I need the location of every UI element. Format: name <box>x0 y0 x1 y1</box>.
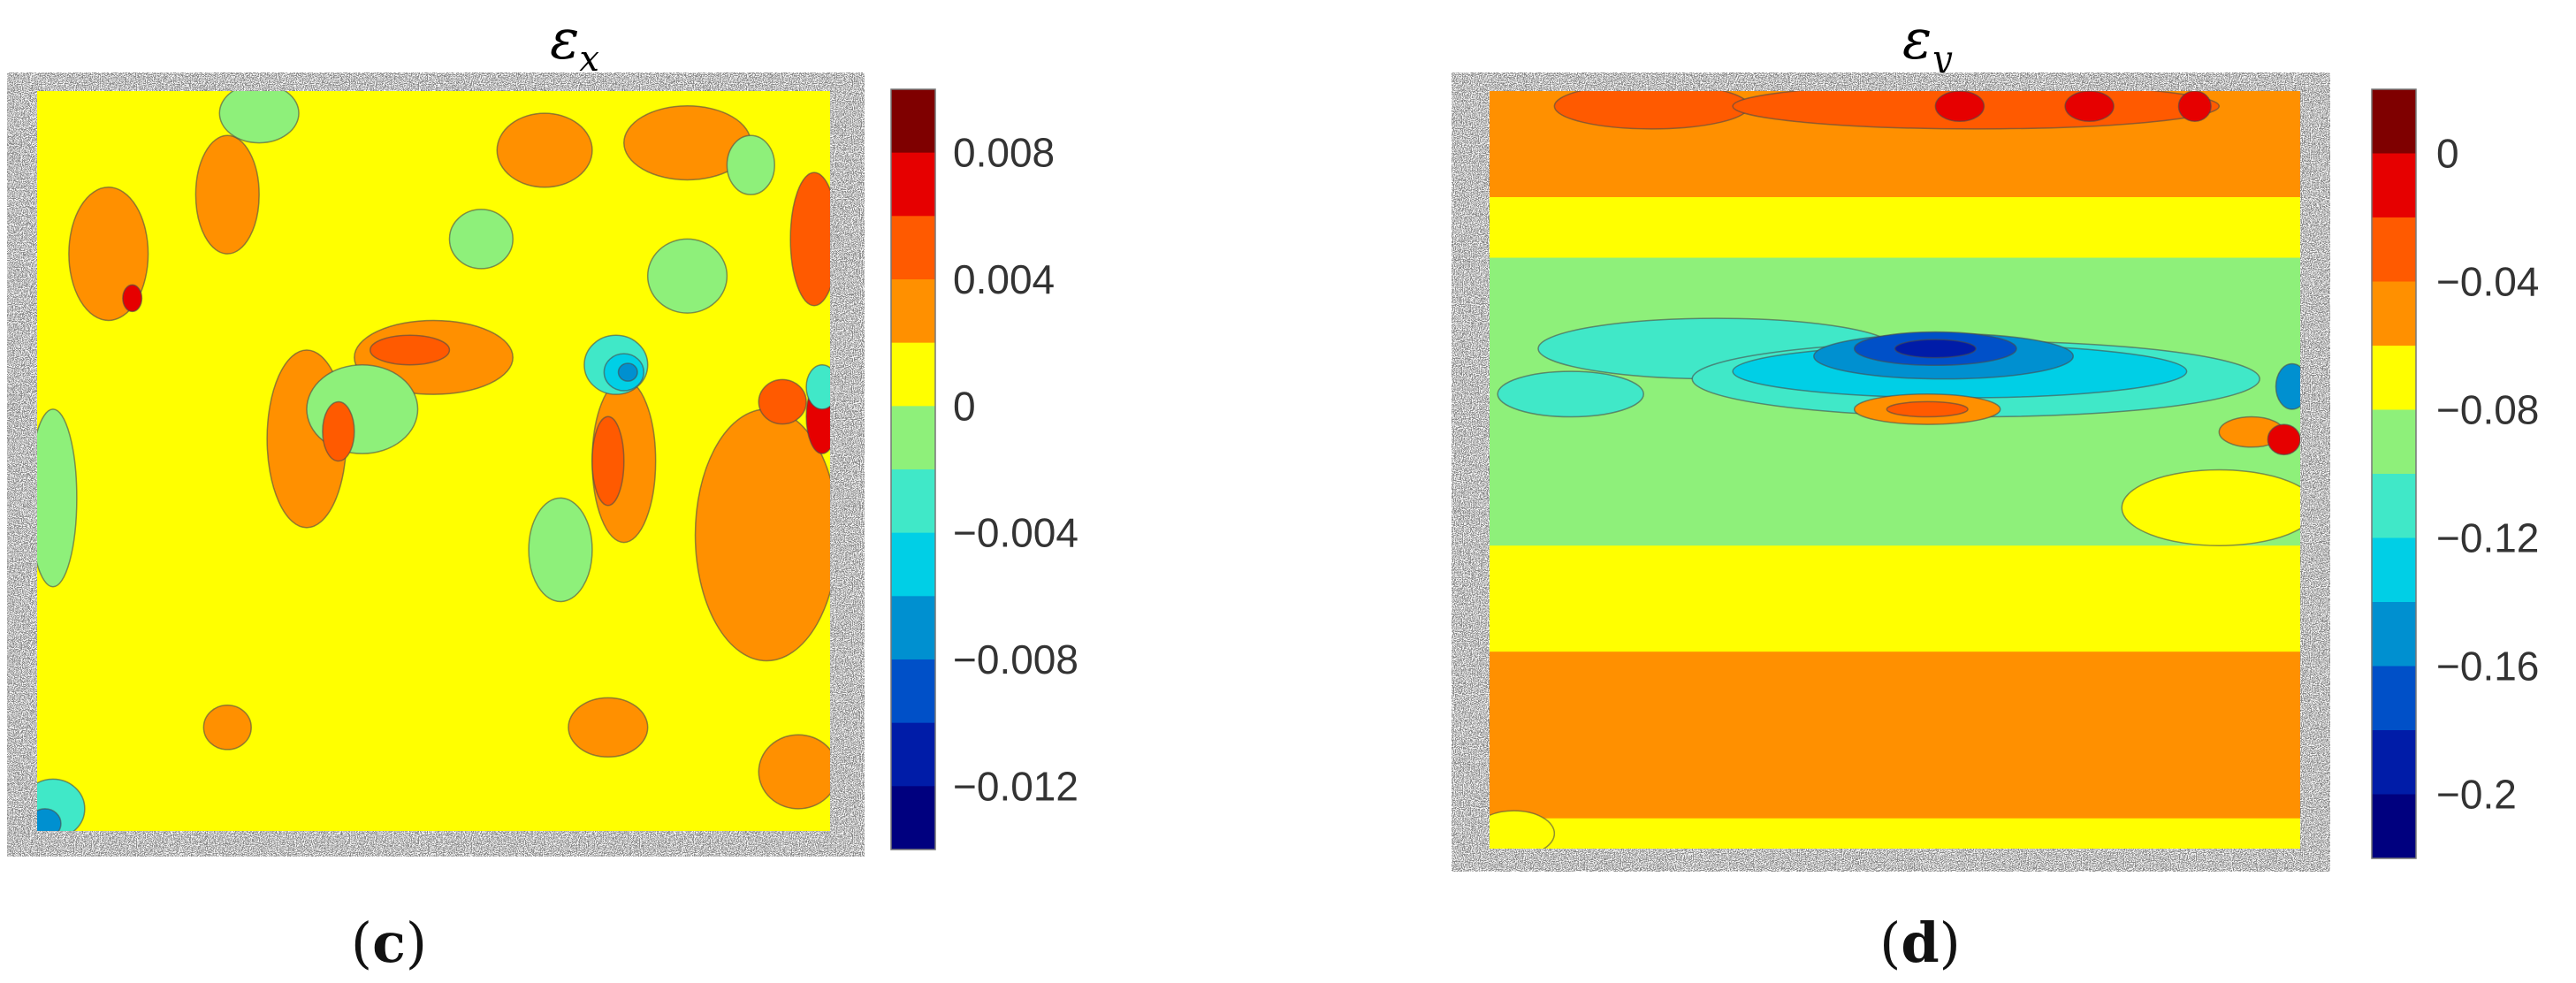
contour-region <box>202 704 252 751</box>
contour-region <box>218 91 300 144</box>
colorbar-segment <box>2372 409 2416 475</box>
contour-region <box>758 734 830 810</box>
colorbar-segment <box>2372 602 2416 667</box>
colorbar-tick-label: 0.004 <box>953 256 1055 302</box>
contour-region <box>322 400 355 462</box>
colorbar-outline <box>890 88 936 850</box>
panel-d-bands <box>1490 91 2300 849</box>
colorbar-tick-label: −0.004 <box>953 510 1078 556</box>
colorbar-segment <box>891 279 935 344</box>
contour-region <box>528 497 593 603</box>
contour-region <box>568 697 649 758</box>
colorbar-segment <box>891 532 935 597</box>
colorbar-tick-label: −0.08 <box>2436 387 2539 433</box>
contour-region <box>2267 423 2300 456</box>
colorbar-segment <box>891 786 935 850</box>
colorbar-segment <box>891 722 935 787</box>
contour-region <box>37 808 62 831</box>
colorbar-segment <box>2372 537 2416 603</box>
colorbar-segment <box>891 342 935 407</box>
contour-region <box>194 134 260 255</box>
panel-d: εy 0 −0.04 −0.08 −0.12 −0.16 −0.2 (d) <box>1452 7 2539 975</box>
contour-region <box>758 378 807 425</box>
strain-band <box>1490 545 2300 653</box>
colorbar-segment <box>2372 153 2416 218</box>
panel-d-contours <box>1490 91 2300 849</box>
colorbar-segment <box>891 216 935 280</box>
panel-c-plot-area <box>37 91 830 831</box>
contour-region <box>496 112 593 188</box>
contour-region <box>1886 400 1969 418</box>
colorbar-segment <box>891 89 935 154</box>
colorbar-segment <box>891 406 935 470</box>
colorbar-segment <box>2372 89 2416 154</box>
contour-region <box>2064 91 2115 123</box>
contour-region <box>789 171 830 307</box>
contour-region <box>2275 362 2300 410</box>
panel-d-colorbar-ticks: 0 −0.04 −0.08 −0.12 −0.16 −0.2 <box>2436 131 2539 818</box>
contour-region <box>2177 91 2212 123</box>
strain-band <box>1490 196 2300 259</box>
panel-c-caption: (c) <box>351 911 427 975</box>
colorbar-tick-label: −0.008 <box>953 636 1078 682</box>
colorbar-segment <box>2372 730 2416 795</box>
contour-region <box>591 415 625 507</box>
colorbar-tick-label: 0 <box>953 383 976 429</box>
panel-c-title: εx <box>550 7 599 80</box>
colorbar-segment <box>2372 346 2416 410</box>
contour-region <box>805 363 830 410</box>
colorbar-tick-label: 0 <box>2436 131 2459 177</box>
colorbar-tick-label: −0.2 <box>2436 772 2517 818</box>
panel-d-title: εy <box>1902 7 1953 80</box>
colorbar-segment <box>891 152 935 217</box>
colorbar-tick-label: −0.12 <box>2436 515 2539 561</box>
contour-region <box>37 408 78 588</box>
colorbar-segment <box>2372 794 2416 859</box>
colorbar-outline <box>2371 88 2417 859</box>
contour-region <box>617 362 638 382</box>
contour-region <box>448 209 514 270</box>
colorbar-segment <box>2372 217 2416 282</box>
colorbar-segment <box>2372 281 2416 347</box>
panel-d-colorbar <box>2371 88 2417 859</box>
contour-region <box>1894 339 1977 359</box>
contour-region <box>369 334 451 366</box>
panel-d-caption: (d) <box>1879 911 1961 975</box>
contour-region <box>646 238 728 314</box>
contour-region <box>1497 370 1644 418</box>
colorbar-tick-label: −0.16 <box>2436 644 2539 690</box>
colorbar-segment <box>891 596 935 660</box>
panel-c-colorbar <box>890 88 936 850</box>
contour-region <box>1490 810 1556 849</box>
colorbar-tick-label: −0.04 <box>2436 259 2539 305</box>
contour-region <box>726 134 775 195</box>
colorbar-tick-label: −0.012 <box>953 763 1078 809</box>
strain-band <box>1490 652 2300 819</box>
panel-c: εx 0.008 0.004 0 −0.004 −0.008 −0.012 (c) <box>7 7 1078 975</box>
colorbar-tick-label: 0.008 <box>953 130 1055 176</box>
colorbar-segment <box>891 659 935 724</box>
colorbar-segment <box>2372 474 2416 538</box>
panel-c-contours <box>37 91 830 831</box>
contour-region <box>122 284 143 313</box>
panel-c-colorbar-ticks: 0.008 0.004 0 −0.004 −0.008 −0.012 <box>953 130 1078 810</box>
colorbar-segment <box>891 469 935 534</box>
colorbar-segment <box>2372 666 2416 731</box>
contour-region <box>2121 469 2300 546</box>
contour-region <box>1934 91 1985 123</box>
strain-band <box>1490 818 2300 849</box>
